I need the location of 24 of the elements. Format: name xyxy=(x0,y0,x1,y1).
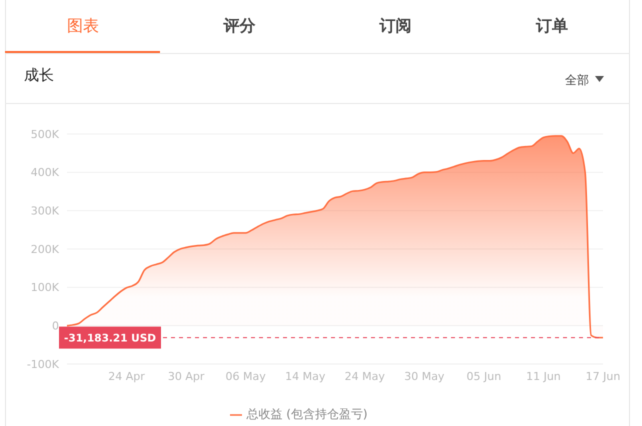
x-tick-label: 11 Jun xyxy=(526,370,561,383)
y-tick-label: -100K xyxy=(26,358,60,371)
y-tick-label: 300K xyxy=(30,204,60,218)
chart-title: 成长 xyxy=(24,66,54,85)
x-tick-label: 30 May xyxy=(404,370,445,383)
x-tick-label: 30 Apr xyxy=(168,370,205,383)
legend-label: 总收益 (包含持仓盈亏) xyxy=(246,407,368,421)
x-tick-label: 17 Jun xyxy=(586,370,620,383)
text: 订阅 xyxy=(378,15,413,37)
x-tick-label: 24 May xyxy=(344,370,386,383)
text: 全部 xyxy=(565,72,589,89)
y-tick-label: 200K xyxy=(30,242,60,256)
text: 评分 xyxy=(222,15,256,37)
y-tick-label: 100K xyxy=(30,281,60,294)
x-tick-label: 24 Apr xyxy=(108,370,146,383)
ref-line-label: -31,183.21 USD xyxy=(64,332,156,345)
x-tick-label: 06 May xyxy=(226,370,266,383)
text: 图表 xyxy=(66,15,100,37)
x-tick-label: 05 Jun xyxy=(466,370,502,383)
y-tick-label: 0 xyxy=(52,320,59,333)
y-tick-label: 500K xyxy=(30,128,60,141)
x-tick-label: 14 May xyxy=(285,370,326,383)
y-tick-label: 400K xyxy=(30,166,60,180)
text: 订单 xyxy=(534,15,569,37)
